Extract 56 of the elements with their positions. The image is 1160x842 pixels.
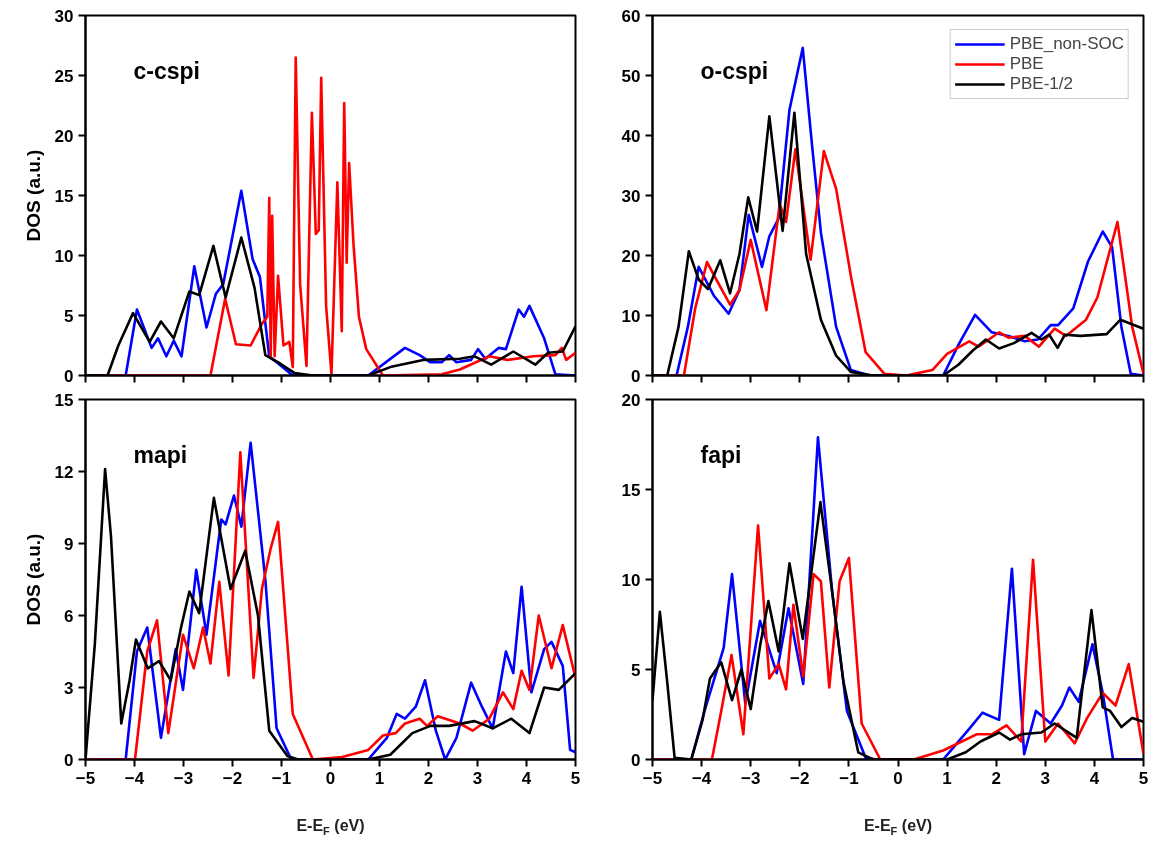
y-tick-label: 15 [54,186,74,206]
legend-label: PBE_non-SOC [1009,34,1124,54]
y-tick-label: 0 [631,750,641,770]
y-tick-label: 20 [621,246,641,266]
x-tick-label: −4 [691,768,712,788]
legend-label: PBE [1009,54,1044,74]
x-tick-label: 1 [942,768,952,788]
x-tick-label: 0 [893,768,903,788]
y-tick-label: 3 [64,678,74,698]
y-tick-label: 50 [621,66,641,86]
x-tick-label: 2 [423,768,434,788]
y-tick-label: 60 [621,6,641,26]
x-tick-label: 5 [570,768,581,788]
x-tick-label: −2 [790,768,810,788]
y-tick-label: 30 [621,186,641,206]
y-tick-label: 40 [621,126,641,146]
y-tick-label: 0 [64,366,74,386]
x-tick-label: 2 [991,768,1001,788]
y-tick-label: 6 [64,606,74,626]
y-tick-label: 25 [54,66,74,86]
x-tick-label: 5 [1138,768,1149,788]
y-tick-label: 5 [64,306,74,326]
y-tick-label: 12 [54,462,74,482]
y-tick-label: 15 [621,480,641,500]
text: c-cspi [133,57,200,84]
x-tick-label: 1 [374,768,385,788]
y-tick-label: 9 [64,534,74,554]
y-tick-label: 20 [621,390,641,410]
x-tick-label: −5 [75,768,96,788]
x-tick-label: −3 [173,768,194,788]
x-tick-label: 0 [325,768,336,788]
x-tick-label: −2 [222,768,243,788]
legend-label: PBE-1/2 [1009,74,1073,94]
x-tick-label: −3 [741,768,761,788]
y-tick-label: 0 [631,366,641,386]
text: fapi [700,441,742,468]
x-tick-label: 4 [521,768,532,788]
y-tick-label: 10 [621,570,641,590]
text: o-cspi [700,57,769,84]
x-tick-label: 3 [1040,768,1051,788]
x-tick-label: −5 [642,768,663,788]
x-tick-label: −1 [271,768,292,788]
y-axis-title: DOS (a.u.) [22,533,44,626]
text: mapi [133,441,188,468]
y-tick-label: 15 [54,390,74,410]
y-tick-label: 10 [54,246,74,266]
x-tick-label: 3 [472,768,483,788]
y-tick-label: 5 [631,660,641,680]
y-tick-label: 30 [54,6,74,26]
x-tick-label: −1 [839,768,859,788]
y-tick-label: 0 [64,750,74,770]
y-tick-label: 20 [54,126,74,146]
y-tick-label: 10 [621,306,641,326]
x-tick-label: −4 [124,768,145,788]
x-tick-label: 4 [1089,768,1100,788]
y-axis-title: DOS (a.u.) [22,149,44,242]
